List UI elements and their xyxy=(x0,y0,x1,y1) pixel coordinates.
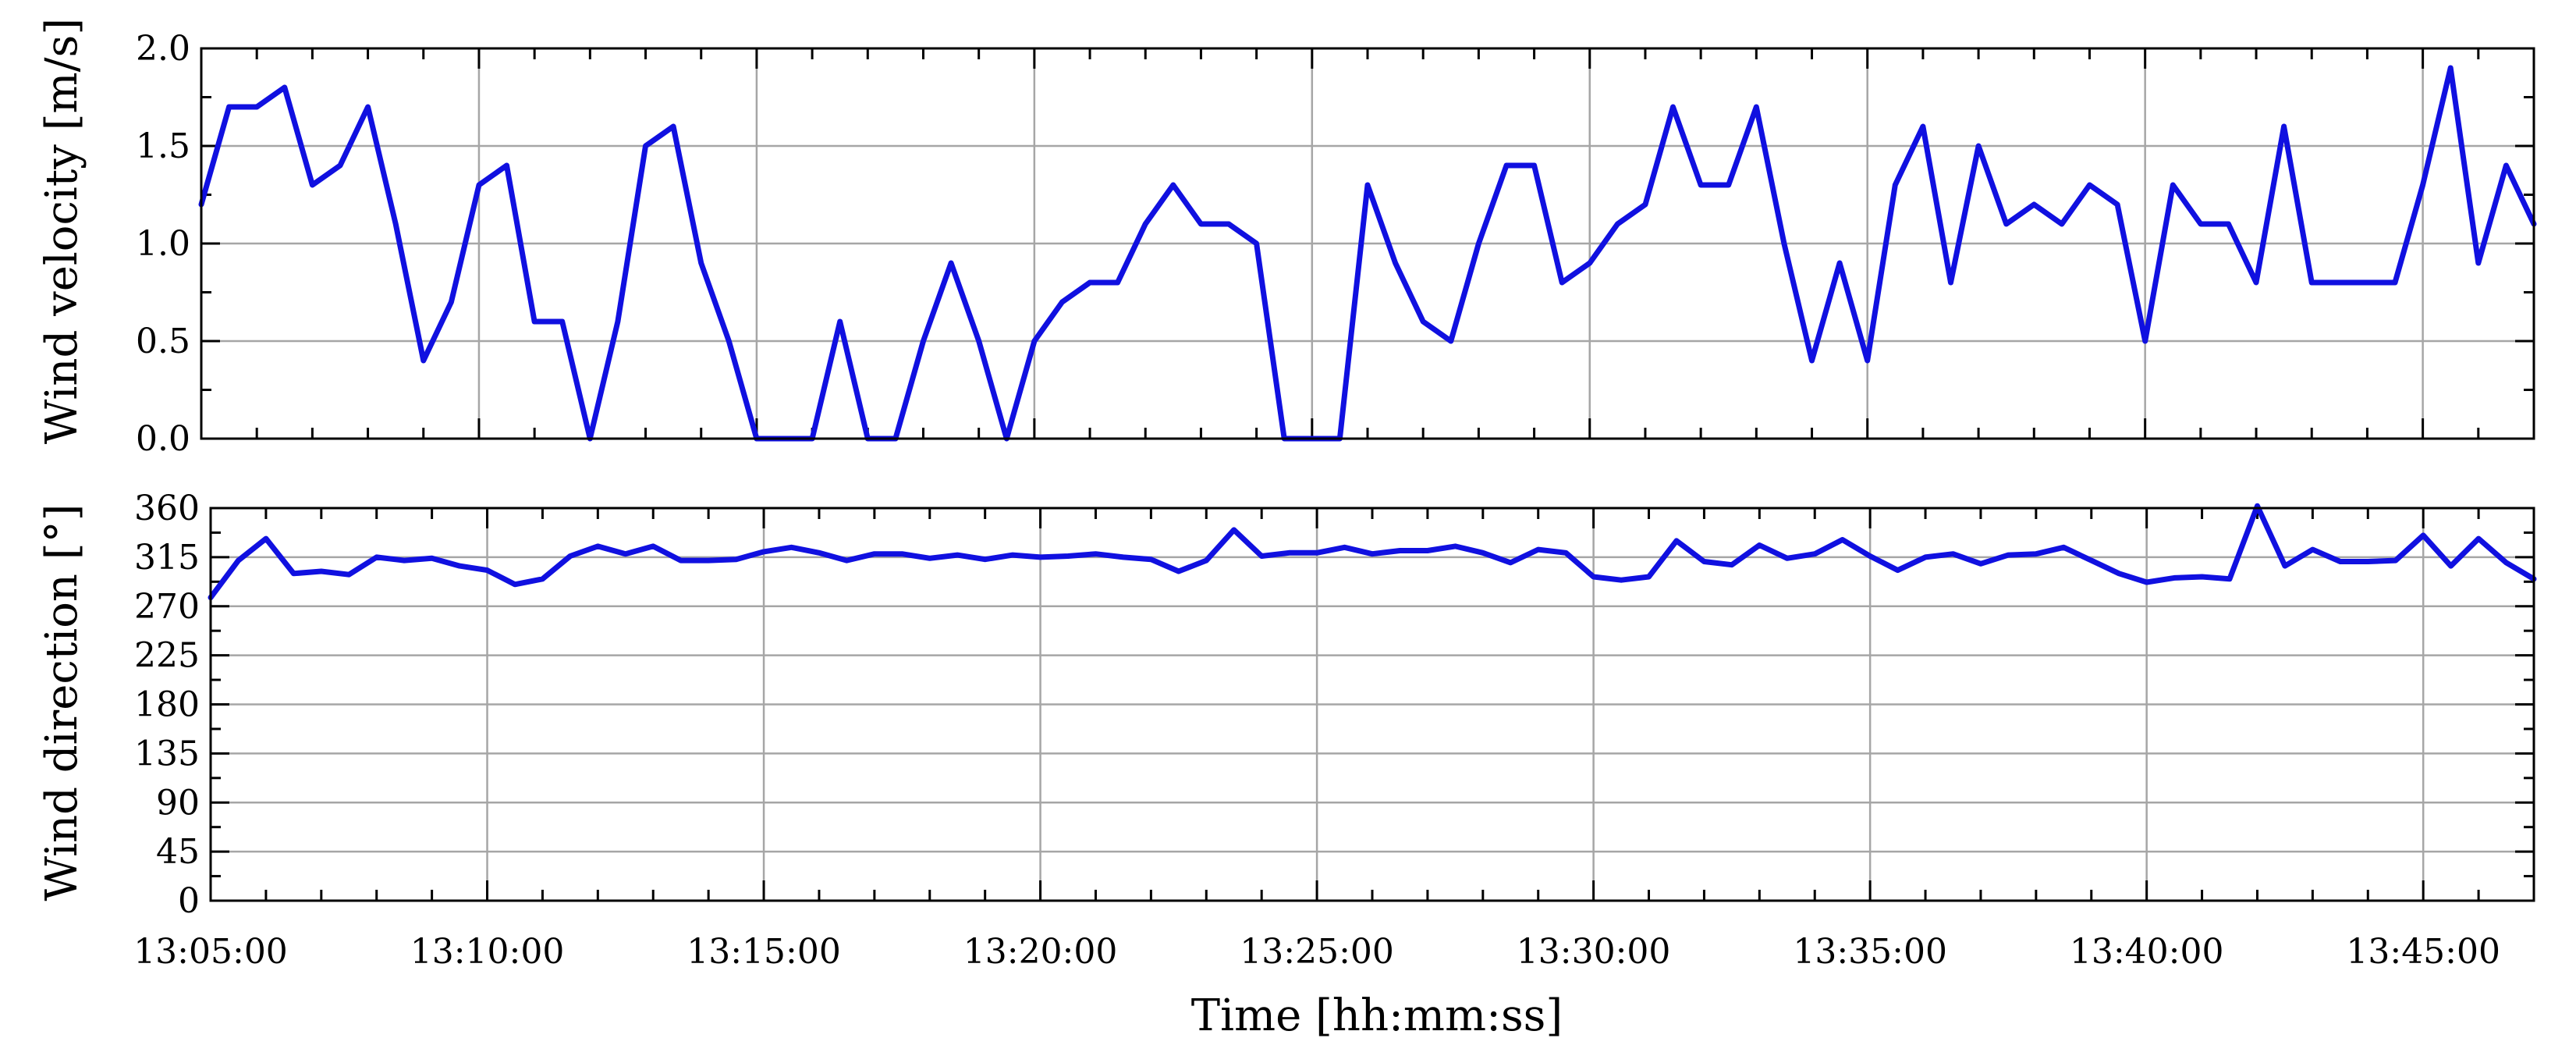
y-tick-label: 0.0 xyxy=(136,419,190,459)
x-tick-label: 13:25:00 xyxy=(1240,932,1394,972)
plot-frame xyxy=(209,507,2535,902)
y-tick-label: 360 xyxy=(134,489,200,528)
series-line xyxy=(208,503,2537,601)
y-tick-label: 135 xyxy=(134,734,200,773)
y-tick-label: 1.0 xyxy=(136,224,190,264)
y-tick-label: 225 xyxy=(134,636,200,676)
plot-frame xyxy=(200,47,2535,440)
y-tick-label: 1.5 xyxy=(136,126,190,166)
y-tick-label: 2.0 xyxy=(136,29,190,69)
y-tick-label: 315 xyxy=(134,538,200,578)
x-tick-label: 13:10:00 xyxy=(410,932,565,972)
x-tick-label: 13:20:00 xyxy=(963,932,1118,972)
x-tick-label: 13:15:00 xyxy=(687,932,841,972)
y-tick-label: 45 xyxy=(156,832,200,872)
y-tick-label: 0 xyxy=(178,881,200,921)
y-tick-label: 270 xyxy=(134,587,200,627)
x-axis-label: Time [hh:mm:ss] xyxy=(1191,990,1563,1041)
y-axis-label-direction: Wind direction [°] xyxy=(37,504,87,901)
wind-velocity-panel: 0.0 0.5 1.0 1.5 2.0 xyxy=(136,29,2537,459)
y-tick-label: 90 xyxy=(156,783,200,823)
x-tick-label: 13:45:00 xyxy=(2346,932,2500,972)
y-tick-label: 0.5 xyxy=(136,322,190,361)
x-tick-label: 13:05:00 xyxy=(133,932,288,972)
x-tick-label: 13:30:00 xyxy=(1517,932,1671,972)
x-tick-label: 13:35:00 xyxy=(1793,932,1947,972)
y-axis-label-velocity: Wind velocity [m/s] xyxy=(37,18,87,444)
x-tick-label: 13:40:00 xyxy=(2070,932,2224,972)
y-tick-label: 180 xyxy=(134,685,200,725)
series-line xyxy=(198,65,2537,442)
wind-direction-panel: 13:05:00 13:10:00 13:15:00 13:20:00 13:25:00… xyxy=(133,489,2537,972)
